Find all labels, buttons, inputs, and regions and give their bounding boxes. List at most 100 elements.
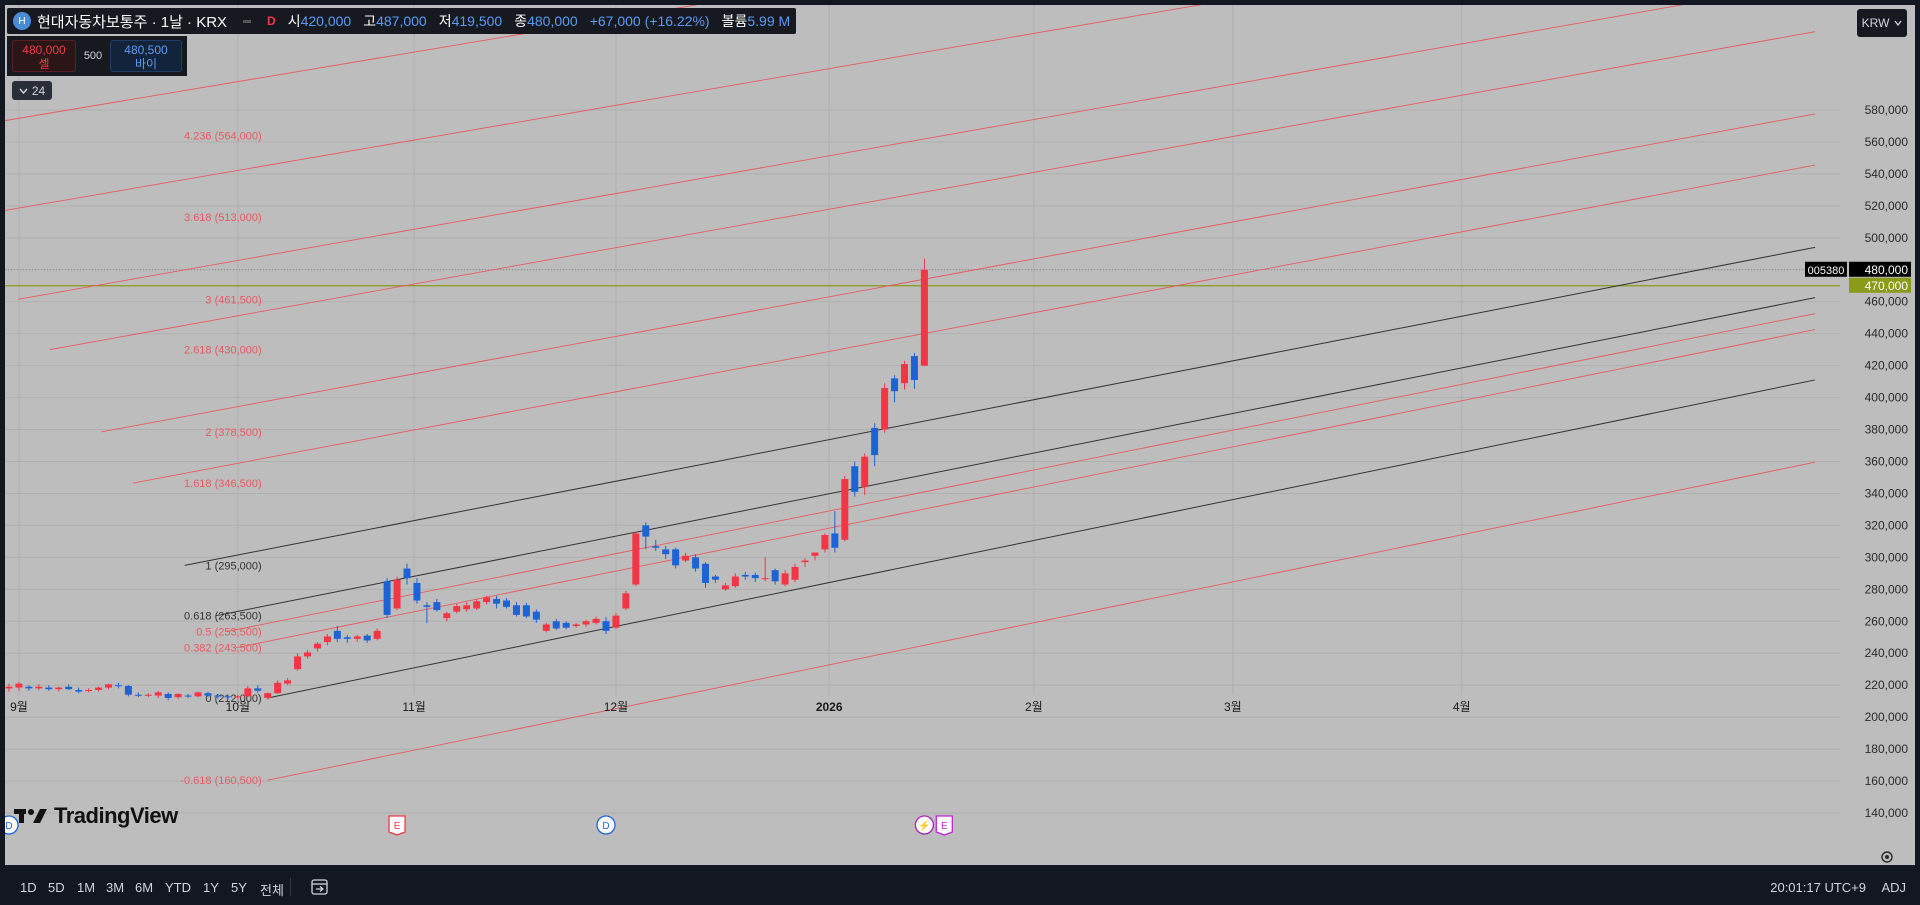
candle [244, 685, 252, 698]
candle-body [791, 566, 799, 580]
range-ytd-button[interactable]: YTD [165, 880, 191, 895]
bottom-toolbar: 1D 5D 1M 3M 6M YTD 1Y 5Y 전체 20:01:17 UTC… [0, 870, 1920, 905]
fib-level-line [226, 313, 1816, 633]
price-tick-label: 500,000 [1865, 231, 1909, 245]
candle-body [134, 694, 142, 696]
marker-letter: D [5, 821, 12, 832]
candle-body [124, 685, 132, 695]
time-tick-label: 11월 [402, 700, 426, 714]
candle [313, 642, 321, 652]
candle-body [194, 692, 202, 697]
candle-body [15, 683, 23, 688]
range-3m-button[interactable]: 3M [106, 880, 125, 895]
candle [891, 375, 899, 403]
chart-settings-icon[interactable] [1881, 851, 1893, 863]
fib-level-line [133, 164, 1816, 484]
marker-shape [935, 815, 953, 836]
range-1d-button[interactable]: 1D [20, 880, 37, 895]
candle [433, 598, 441, 612]
fib-level-line [18, 5, 1684, 300]
ticker-tag-text: 005380 [1808, 265, 1845, 277]
range-all-button[interactable]: 전체 [260, 883, 284, 898]
range-6m-button[interactable]: 6M [135, 880, 154, 895]
candle [204, 691, 212, 698]
tradingview-logo[interactable]: TradingView [14, 803, 178, 829]
time-tick-label: 10월 [226, 700, 250, 714]
quantity-value[interactable]: 500 [83, 50, 103, 62]
candle-body [592, 618, 600, 623]
candle [532, 609, 540, 623]
candle [592, 616, 600, 625]
candle [333, 626, 341, 643]
candle [801, 558, 809, 567]
sell-button[interactable]: 480,000 셀 [12, 40, 76, 72]
price-tick-label: 320,000 [1865, 518, 1909, 532]
candle [741, 571, 749, 580]
candle-body [721, 585, 729, 590]
candle-body [5, 686, 13, 689]
trade-panel: 480,000 셀 500 480,500 바이 [7, 36, 187, 76]
candle-body [55, 687, 63, 690]
time-readout[interactable]: 20:01:17 UTC+9 [1770, 880, 1866, 895]
chart-pane[interactable]: -0.618 (160,500) 0 (212,000) 0.382 (243,50… [5, 5, 1915, 865]
candle-body [861, 456, 869, 488]
low-value: 419,500 [451, 13, 503, 29]
candle-body [154, 692, 162, 696]
candle [154, 690, 162, 698]
go-to-date-icon[interactable] [310, 877, 330, 897]
candle-body [473, 601, 481, 609]
candle [65, 684, 73, 690]
candle [582, 619, 590, 627]
candle-body [214, 695, 222, 697]
candle [503, 598, 510, 609]
indicators-toggle-button[interactable]: 24 [12, 81, 52, 100]
candle [811, 552, 819, 561]
candle-body [652, 546, 660, 548]
candle-body [184, 695, 192, 697]
range-5d-button[interactable]: 5D [48, 880, 65, 895]
ticker-tag [1805, 261, 1847, 277]
candle [443, 611, 451, 622]
currency-button[interactable]: KRW [1857, 9, 1907, 37]
candle [901, 360, 908, 390]
candle-body [373, 630, 381, 639]
fib-level-label: 4.236 (564,000) [184, 131, 262, 143]
candle [821, 533, 829, 553]
candle [602, 617, 610, 635]
candle-body [85, 689, 93, 691]
range-1y-button[interactable]: 1Y [203, 880, 219, 895]
range-1m-button[interactable]: 1M [77, 880, 96, 895]
candle-body [95, 687, 103, 690]
last-price-tag [1849, 261, 1911, 277]
candle-body [264, 693, 272, 698]
candle-body [622, 593, 630, 609]
candle [463, 602, 471, 612]
toolbar-divider [290, 878, 291, 896]
marker-letter: ⚡ [918, 819, 930, 832]
candle-body [910, 356, 918, 381]
brand-name: TradingView [54, 803, 178, 828]
candle-body [65, 686, 73, 690]
candle-body [254, 688, 262, 691]
sell-price: 480,000 [22, 43, 66, 57]
candle-body [841, 479, 849, 540]
candle-body [75, 689, 83, 692]
candle [781, 570, 789, 587]
candle-body [274, 682, 282, 694]
candle [910, 352, 918, 389]
price-tick-label: 340,000 [1865, 486, 1909, 500]
adj-button[interactable]: ADJ [1881, 880, 1906, 895]
price-chart[interactable]: -0.618 (160,500)0 (212,000)0.382 (243,50… [5, 5, 1915, 865]
visibility-toggle-icon[interactable] [243, 19, 252, 23]
candle-body [383, 581, 391, 615]
candle [184, 693, 192, 698]
change-value: +67,000 (+16.22%) [589, 13, 710, 29]
candle [612, 613, 620, 630]
candle-body [920, 269, 928, 366]
buy-button[interactable]: 480,500 바이 [110, 40, 182, 72]
symbol-title[interactable]: 현대자동차보통주 · 1날 · KRX [37, 13, 228, 31]
range-5y-button[interactable]: 5Y [231, 880, 247, 895]
candle-body [105, 684, 112, 688]
candle-body [821, 534, 829, 550]
marker-shape [914, 815, 935, 835]
